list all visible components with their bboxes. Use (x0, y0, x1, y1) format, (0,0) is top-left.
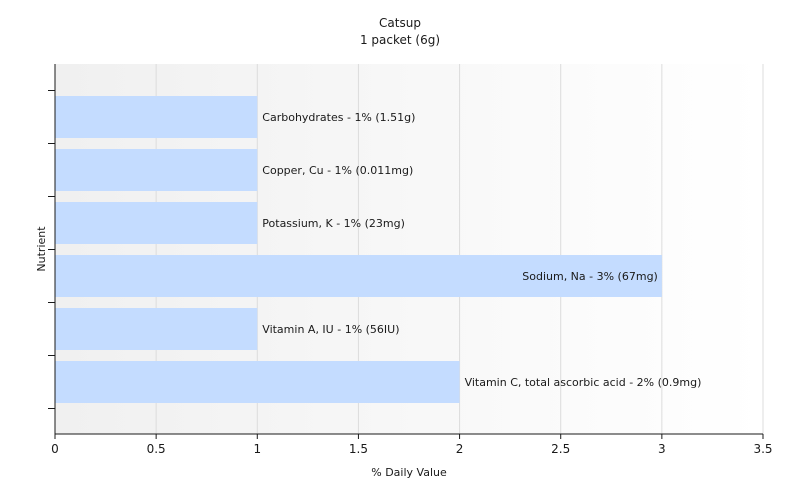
x-tick-label: 3.5 (753, 442, 772, 456)
bar-label: Sodium, Na - 3% (67mg) (522, 270, 658, 283)
bar-label: Vitamin C, total ascorbic acid - 2% (0.9… (465, 376, 702, 389)
chart-subtitle: 1 packet (6g) (360, 33, 440, 47)
bar-label: Vitamin A, IU - 1% (56IU) (262, 323, 399, 336)
x-tick-label: 0.5 (147, 442, 166, 456)
bar (55, 361, 460, 403)
bar-label: Carbohydrates - 1% (1.51g) (262, 111, 415, 124)
y-axis-label: Nutrient (35, 226, 48, 272)
bar (55, 255, 662, 297)
x-tick-label: 0 (51, 442, 59, 456)
bar (55, 149, 258, 191)
bar (55, 96, 258, 138)
chart-title: Catsup (379, 16, 421, 30)
x-tick-label: 2 (456, 442, 464, 456)
bar-label: Potassium, K - 1% (23mg) (262, 217, 405, 230)
y-axis-ticks (48, 90, 55, 409)
bar-label: Copper, Cu - 1% (0.011mg) (262, 164, 413, 177)
x-axis-ticks: 0 0.5 1 1.5 2 2.5 3 3.5 (51, 434, 773, 456)
bars (55, 96, 662, 403)
x-tick-label: 2.5 (551, 442, 570, 456)
x-tick-label: 1.5 (349, 442, 368, 456)
x-tick-label: 3 (658, 442, 666, 456)
x-tick-label: 1 (253, 442, 261, 456)
bar (55, 202, 258, 244)
bar (55, 308, 258, 350)
bar-labels: Carbohydrates - 1% (1.51g) Copper, Cu - 1… (262, 111, 701, 389)
x-axis-label: % Daily Value (371, 466, 447, 479)
